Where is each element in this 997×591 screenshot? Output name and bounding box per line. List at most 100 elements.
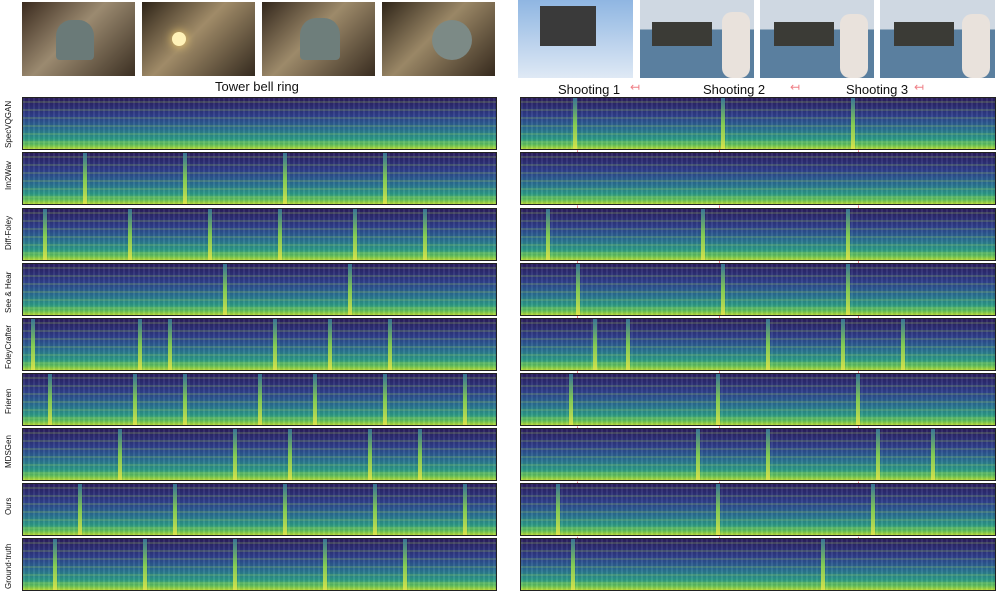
bell-frame-4 <box>382 2 495 76</box>
shooting-spectrogram-6 <box>520 373 996 426</box>
onset-mark <box>78 484 82 535</box>
bell-spectrogram-6 <box>22 373 497 426</box>
shooting-spectrogram-1 <box>520 97 996 150</box>
onset-mark <box>183 374 187 425</box>
row-label-foleycrafter: FoleyCrafter <box>4 324 13 369</box>
onset-mark <box>283 484 287 535</box>
onset-mark <box>258 374 262 425</box>
onset-mark <box>626 319 630 370</box>
shoot-frame-2 <box>640 0 754 78</box>
onset-mark <box>716 374 720 425</box>
onset-mark <box>133 374 137 425</box>
shoot-frame-3 <box>760 0 874 78</box>
onset-mark <box>569 374 573 425</box>
row-label-diff-foley: Diff-Foley <box>4 215 13 250</box>
onset-mark <box>573 98 577 149</box>
bell-spectrogram-9 <box>22 538 497 591</box>
row-label-mdsgen: MDSGen <box>4 435 13 468</box>
shooting-spectrogram-4 <box>520 263 996 316</box>
onset-mark <box>766 319 770 370</box>
onset-mark <box>183 153 187 204</box>
onset-mark <box>901 319 905 370</box>
onset-mark <box>841 319 845 370</box>
onset-mark <box>463 484 467 535</box>
onset-mark <box>571 539 575 590</box>
row-label-im2wav: Im2Wav <box>4 160 13 190</box>
onset-mark <box>383 153 387 204</box>
row-label-specvqgan: SpecVQGAN <box>4 100 13 148</box>
shoot-frame-1 <box>518 0 633 78</box>
onset-mark <box>128 209 132 260</box>
onset-mark <box>143 539 147 590</box>
arrow-icon-2: ↤ <box>790 80 801 94</box>
bell-spectrogram-4 <box>22 263 497 316</box>
arrow-icon-1: ↤ <box>630 80 641 94</box>
row-label-ground-truth: Ground-truth <box>4 543 13 589</box>
shoot-frame-4 <box>880 0 995 78</box>
shooting-2-caption: Shooting 2 <box>703 82 766 97</box>
onset-mark <box>273 319 277 370</box>
shooting-spectrogram-8 <box>520 483 996 536</box>
bell-spectrogram-5 <box>22 318 497 371</box>
bell-spectrogram-2 <box>22 152 497 205</box>
onset-mark <box>696 429 700 480</box>
onset-mark <box>821 539 825 590</box>
onset-mark <box>593 319 597 370</box>
shooting-spectrogram-3 <box>520 208 996 261</box>
left-caption: Tower bell ring <box>215 79 299 94</box>
onset-mark <box>576 264 580 315</box>
onset-mark <box>368 429 372 480</box>
bell-spectrogram-8 <box>22 483 497 536</box>
onset-mark <box>288 429 292 480</box>
onset-mark <box>348 264 352 315</box>
shooting-spectrogram-5 <box>520 318 996 371</box>
onset-mark <box>463 374 467 425</box>
onset-mark <box>223 264 227 315</box>
onset-mark <box>856 374 860 425</box>
bell-spectrogram-3 <box>22 208 497 261</box>
onset-mark <box>138 319 142 370</box>
onset-mark <box>313 374 317 425</box>
onset-mark <box>31 319 35 370</box>
onset-mark <box>43 209 47 260</box>
onset-mark <box>851 98 855 149</box>
onset-mark <box>233 429 237 480</box>
onset-mark <box>766 429 770 480</box>
onset-mark <box>846 209 850 260</box>
onset-mark <box>353 209 357 260</box>
onset-mark <box>846 264 850 315</box>
shooting-3-caption: Shooting 3 <box>846 82 909 97</box>
onset-mark <box>546 209 550 260</box>
onset-mark <box>373 484 377 535</box>
onset-mark <box>721 98 725 149</box>
onset-mark <box>871 484 875 535</box>
bell-spectrogram-1 <box>22 97 497 150</box>
onset-mark <box>233 539 237 590</box>
bell-frame-2 <box>142 2 255 76</box>
row-label-frieren: Frieren <box>4 388 13 414</box>
shooting-spectrogram-9 <box>520 538 996 591</box>
onset-mark <box>118 429 122 480</box>
bell-frame-1 <box>22 2 135 76</box>
onset-mark <box>53 539 57 590</box>
onset-mark <box>208 209 212 260</box>
shooting-1-caption: Shooting 1 <box>558 82 621 97</box>
onset-mark <box>283 153 287 204</box>
bell-spectrogram-7 <box>22 428 497 481</box>
onset-mark <box>721 264 725 315</box>
onset-mark <box>716 484 720 535</box>
onset-mark <box>278 209 282 260</box>
onset-mark <box>383 374 387 425</box>
onset-mark <box>48 374 52 425</box>
onset-mark <box>423 209 427 260</box>
bell-frame-3 <box>262 2 375 76</box>
onset-mark <box>931 429 935 480</box>
onset-mark <box>418 429 422 480</box>
onset-mark <box>323 539 327 590</box>
row-label-see-hear: See & Hear <box>4 271 13 313</box>
onset-mark <box>876 429 880 480</box>
onset-mark <box>328 319 332 370</box>
shooting-spectrogram-2 <box>520 152 996 205</box>
onset-mark <box>173 484 177 535</box>
onset-mark <box>403 539 407 590</box>
